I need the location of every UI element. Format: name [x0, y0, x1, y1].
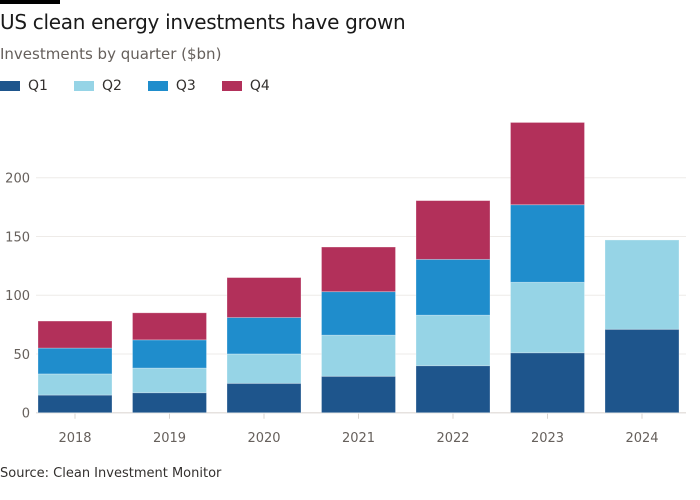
bar-segment-q3-2018: [37, 347, 113, 375]
y-tick-label: 200: [5, 172, 30, 187]
y-tick-label: 150: [5, 230, 30, 245]
bar-segment-q3-2022: [415, 258, 491, 316]
bar-segment-q4-2021: [321, 246, 396, 293]
brand-bar: [0, 0, 60, 4]
bar-segment-q3-2020: [226, 317, 302, 355]
legend: Q1 Q2 Q3 Q4: [0, 78, 296, 94]
bar-segment-q3-2021: [321, 291, 396, 336]
bar-segment-q3-2019: [132, 339, 207, 369]
x-tick-label: 2021: [342, 431, 375, 446]
bar-segment-q4-2018: [37, 320, 113, 349]
bar-segment-q2-2021: [321, 334, 396, 377]
bar-segment-q1-2024: [604, 328, 680, 414]
legend-label: Q2: [101, 78, 122, 94]
legend-swatch: [0, 81, 20, 91]
y-tick-label: 100: [5, 289, 30, 304]
chart-title: US clean energy investments have grown: [0, 10, 406, 34]
y-tick-label: 0: [22, 407, 30, 422]
chart-subtitle: Investments by quarter ($bn): [0, 45, 222, 63]
bar-segment-q2-2020: [226, 353, 302, 384]
legend-swatch: [147, 81, 168, 91]
bar-segment-q2-2023: [510, 281, 585, 354]
bar-segment-q1-2021: [321, 375, 396, 414]
y-tick-label: 50: [13, 348, 30, 363]
x-tick-label: 2024: [625, 431, 658, 446]
x-tick-label: 2023: [531, 431, 564, 446]
legend-item-q1: Q1: [0, 78, 48, 94]
bar-segment-q3-2023: [510, 204, 585, 283]
bar-segment-q4-2020: [226, 277, 302, 318]
x-tick-label: 2019: [153, 431, 186, 446]
bar-segment-q4-2019: [132, 312, 207, 341]
bar-segment-q1-2022: [415, 365, 491, 414]
bar-segment-q2-2022: [415, 314, 491, 367]
x-tick-label: 2020: [247, 431, 280, 446]
x-tick-label: 2018: [58, 431, 91, 446]
bar-segment-q4-2023: [510, 122, 585, 206]
source-note: Source: Clean Investment Monitor: [0, 466, 222, 481]
legend-item-q4: Q4: [221, 78, 270, 94]
legend-label: Q3: [175, 78, 196, 94]
legend-label: Q1: [28, 78, 48, 94]
bar-segment-q1-2023: [510, 352, 585, 414]
x-tick-label: 2022: [436, 431, 469, 446]
legend-swatch: [73, 81, 94, 91]
bar-segment-q4-2022: [415, 200, 491, 260]
legend-swatch: [221, 81, 242, 91]
bar-segment-q1-2019: [132, 392, 207, 414]
bar-segment-q2-2024: [604, 239, 680, 330]
bar-segment-q2-2019: [132, 367, 207, 394]
bar-segment-q1-2018: [37, 394, 113, 414]
legend-label: Q4: [249, 78, 270, 94]
legend-item-q3: Q3: [147, 78, 196, 94]
legend-item-q2: Q2: [73, 78, 122, 94]
bar-segment-q2-2018: [37, 373, 113, 396]
bar-segment-q1-2020: [226, 382, 302, 414]
